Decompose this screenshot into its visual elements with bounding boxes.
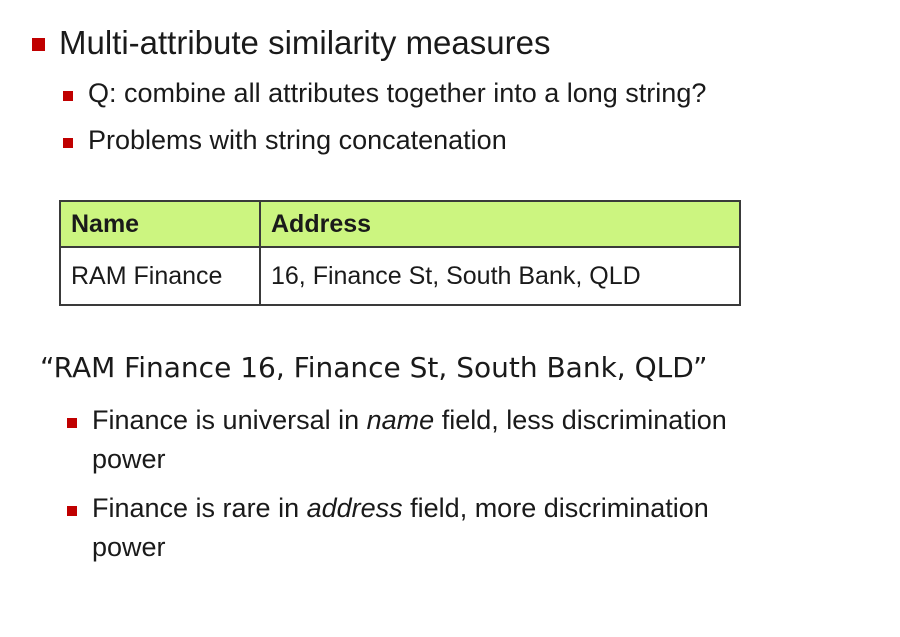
sub-bullet-problems: Problems with string concatenation [88,125,507,155]
table-header-row: Name Address [59,200,741,248]
point-text: Finance is universal in [92,405,367,435]
slide-title: Multi-attribute similarity measures [59,24,551,61]
point-continuation: power [92,532,166,562]
point-text: field, more discrimination [402,493,709,523]
cell-name: RAM Finance [59,246,261,306]
cell-address: 16, Finance St, South Bank, QLD [259,246,741,306]
sub-bullet-icon [63,138,73,148]
point-bullet-icon [67,418,77,428]
point-continuation: power [92,444,166,474]
point-text: Finance is rare in [92,493,307,523]
point-bullet-icon [67,506,77,516]
concatenated-string: “RAM Finance 16, Finance St, South Bank,… [40,351,708,384]
header-address: Address [259,200,741,248]
attribute-table: Name Address RAM Finance 16, Finance St,… [59,200,741,306]
point-name-field: Finance is universal in name field, less… [92,405,727,436]
header-name: Name [59,200,261,248]
point-text: field, less discrimination [434,405,727,435]
title-bullet-icon [32,38,45,51]
table-row: RAM Finance 16, Finance St, South Bank, … [59,246,741,306]
sub-bullet-icon [63,91,73,101]
sub-bullet-question: Q: combine all attributes together into … [88,78,707,108]
point-address-field: Finance is rare in address field, more d… [92,493,709,524]
field-emphasis: address [306,493,403,523]
field-emphasis: name [366,405,435,435]
